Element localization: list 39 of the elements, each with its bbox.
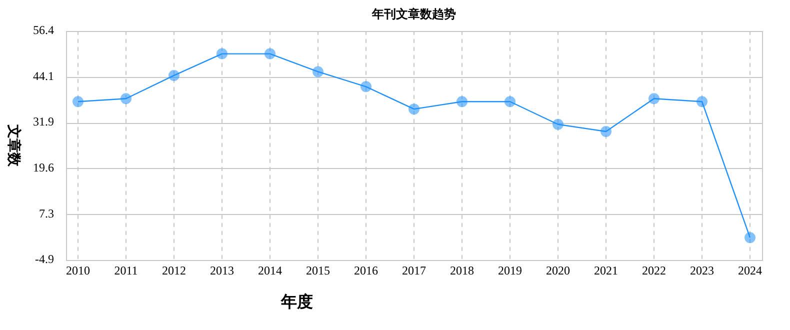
x-tick-label: 2016 xyxy=(354,263,378,278)
y-tick-label: -4.9 xyxy=(35,252,54,266)
point xyxy=(312,66,324,78)
point xyxy=(264,48,276,60)
x-tick-label: 2020 xyxy=(546,263,570,278)
point xyxy=(504,96,516,108)
x-tick-label: 2021 xyxy=(594,263,618,278)
point xyxy=(72,96,84,108)
point xyxy=(744,232,756,244)
y-tick-label: 44.1 xyxy=(33,69,54,84)
chart-title: 年刊文章数趋势 xyxy=(371,7,456,22)
x-axis-title: 年度 xyxy=(280,292,313,312)
x-tick-label: 2010 xyxy=(66,263,90,278)
point xyxy=(456,96,468,108)
point xyxy=(696,96,708,108)
point xyxy=(360,81,372,92)
x-tick-label: 2013 xyxy=(210,263,234,278)
x-tick-label: 2018 xyxy=(450,263,474,278)
point xyxy=(552,118,564,130)
point xyxy=(120,93,132,104)
x-tick-label: 2019 xyxy=(498,263,522,278)
x-tick-label: 2015 xyxy=(306,263,330,278)
y-tick-label: 7.3 xyxy=(39,206,54,221)
y-tick-label: 19.6 xyxy=(33,160,54,175)
x-tick-label: 2022 xyxy=(642,263,666,278)
point xyxy=(648,93,660,104)
point xyxy=(216,48,228,60)
x-tick-label: 2014 xyxy=(258,263,282,278)
x-tick-label: 2024 xyxy=(738,263,762,278)
x-tick-label: 2011 xyxy=(114,263,138,278)
y-tick-label: 31.9 xyxy=(33,114,54,129)
y-axis-title: 文章数 xyxy=(5,124,22,168)
point xyxy=(600,126,612,137)
x-tick-label: 2017 xyxy=(402,263,426,278)
point xyxy=(168,70,180,81)
x-tick-label: 2023 xyxy=(690,263,714,278)
y-tick-label: 56.4 xyxy=(33,23,54,38)
point xyxy=(408,104,420,115)
x-tick-label: 2012 xyxy=(162,263,186,278)
